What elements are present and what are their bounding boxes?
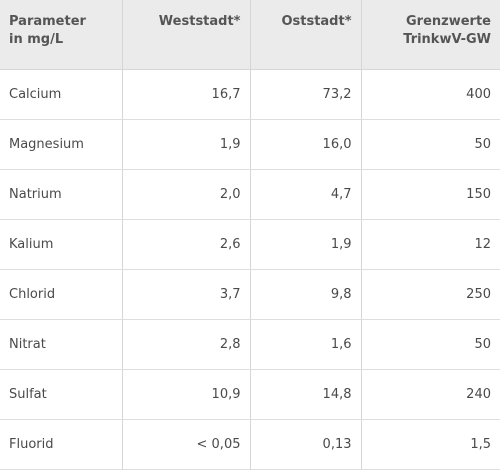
- table-row: Kalium 2,6 1,9 12: [0, 219, 500, 270]
- header-grenzwerte-line2: TrinkwV-GW: [403, 32, 491, 47]
- cell-oststadt: 1,6: [250, 319, 362, 370]
- cell-oststadt: 4,7: [250, 169, 362, 220]
- cell-parameter: Magnesium: [0, 119, 123, 170]
- cell-parameter: Kalium: [0, 219, 123, 270]
- cell-parameter: Natrium: [0, 169, 123, 220]
- cell-weststadt: 16,7: [122, 69, 251, 120]
- header-parameter-line2: in mg/L: [9, 32, 64, 47]
- table-row: Natrium 2,0 4,7 150: [0, 169, 500, 220]
- cell-weststadt: 10,9: [122, 369, 251, 420]
- table-row: Calcium 16,7 73,2 400: [0, 69, 500, 120]
- cell-grenzwert: 1,5: [361, 419, 500, 470]
- cell-oststadt: 9,8: [250, 269, 362, 320]
- table-header: Parameter in mg/L Weststadt* Oststadt* G…: [0, 0, 500, 70]
- cell-grenzwert: 150: [361, 169, 500, 220]
- header-grenzwerte: Grenzwerte TrinkwV-GW: [361, 0, 500, 70]
- cell-oststadt: 14,8: [250, 369, 362, 420]
- cell-oststadt: 73,2: [250, 69, 362, 120]
- cell-grenzwert: 50: [361, 319, 500, 370]
- table-row: Fluorid < 0,05 0,13 1,5: [0, 419, 500, 470]
- header-weststadt: Weststadt*: [122, 0, 251, 70]
- table-row: Sulfat 10,9 14,8 240: [0, 369, 500, 420]
- cell-weststadt: < 0,05: [122, 419, 251, 470]
- cell-weststadt: 2,0: [122, 169, 251, 220]
- header-parameter: Parameter in mg/L: [0, 0, 123, 70]
- cell-parameter: Sulfat: [0, 369, 123, 420]
- cell-grenzwert: 400: [361, 69, 500, 120]
- table-row: Magnesium 1,9 16,0 50: [0, 119, 500, 170]
- cell-weststadt: 2,6: [122, 219, 251, 270]
- header-parameter-line1: Parameter: [9, 14, 86, 29]
- table-body: Calcium 16,7 73,2 400 Magnesium 1,9 16,0…: [0, 69, 500, 470]
- cell-weststadt: 2,8: [122, 319, 251, 370]
- header-row: Parameter in mg/L Weststadt* Oststadt* G…: [0, 0, 500, 70]
- cell-weststadt: 1,9: [122, 119, 251, 170]
- cell-grenzwert: 50: [361, 119, 500, 170]
- cell-parameter: Chlorid: [0, 269, 123, 320]
- cell-grenzwert: 240: [361, 369, 500, 420]
- cell-grenzwert: 12: [361, 219, 500, 270]
- table-row: Nitrat 2,8 1,6 50: [0, 319, 500, 370]
- cell-parameter: Fluorid: [0, 419, 123, 470]
- cell-parameter: Calcium: [0, 69, 123, 120]
- cell-oststadt: 0,13: [250, 419, 362, 470]
- cell-oststadt: 16,0: [250, 119, 362, 170]
- header-grenzwerte-line1: Grenzwerte: [406, 14, 491, 29]
- cell-weststadt: 3,7: [122, 269, 251, 320]
- cell-grenzwert: 250: [361, 269, 500, 320]
- table-row: Chlorid 3,7 9,8 250: [0, 269, 500, 320]
- header-oststadt: Oststadt*: [250, 0, 362, 70]
- cell-oststadt: 1,9: [250, 219, 362, 270]
- cell-parameter: Nitrat: [0, 319, 123, 370]
